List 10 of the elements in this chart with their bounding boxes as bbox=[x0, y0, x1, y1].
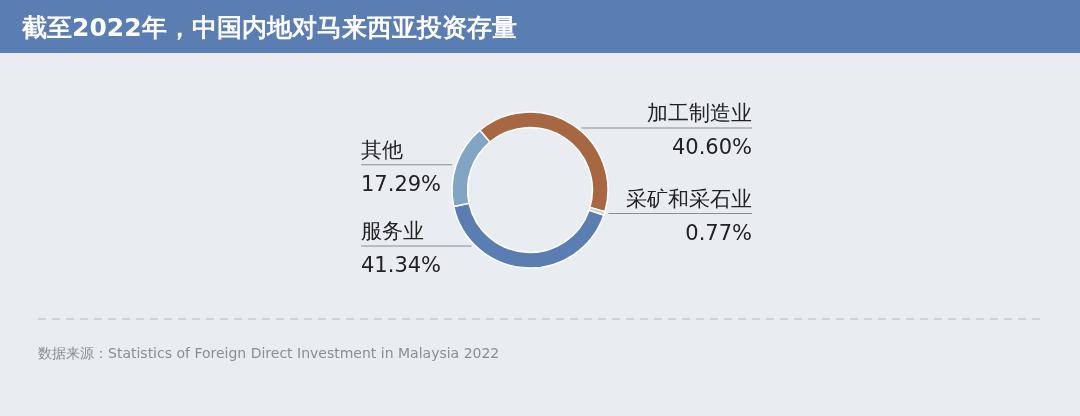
source-note: 数据来源：Statistics of Foreign Direct Investment in Malaysia 2022 bbox=[38, 345, 500, 361]
slice-label: 采矿和采石业 bbox=[626, 186, 752, 211]
chart-title: 截至2022年，中国内地对马来西亚投资存量 bbox=[21, 13, 517, 42]
slice-label: 服务业 bbox=[361, 219, 424, 243]
slice-label: 其他 bbox=[361, 137, 403, 162]
data-label: 41.34% bbox=[361, 253, 442, 277]
data-label: 17.29% bbox=[361, 171, 442, 196]
slice-label: 加工制造业 bbox=[647, 101, 752, 125]
data-label: 0.77% bbox=[685, 220, 752, 245]
data-label: 40.60% bbox=[671, 135, 752, 159]
